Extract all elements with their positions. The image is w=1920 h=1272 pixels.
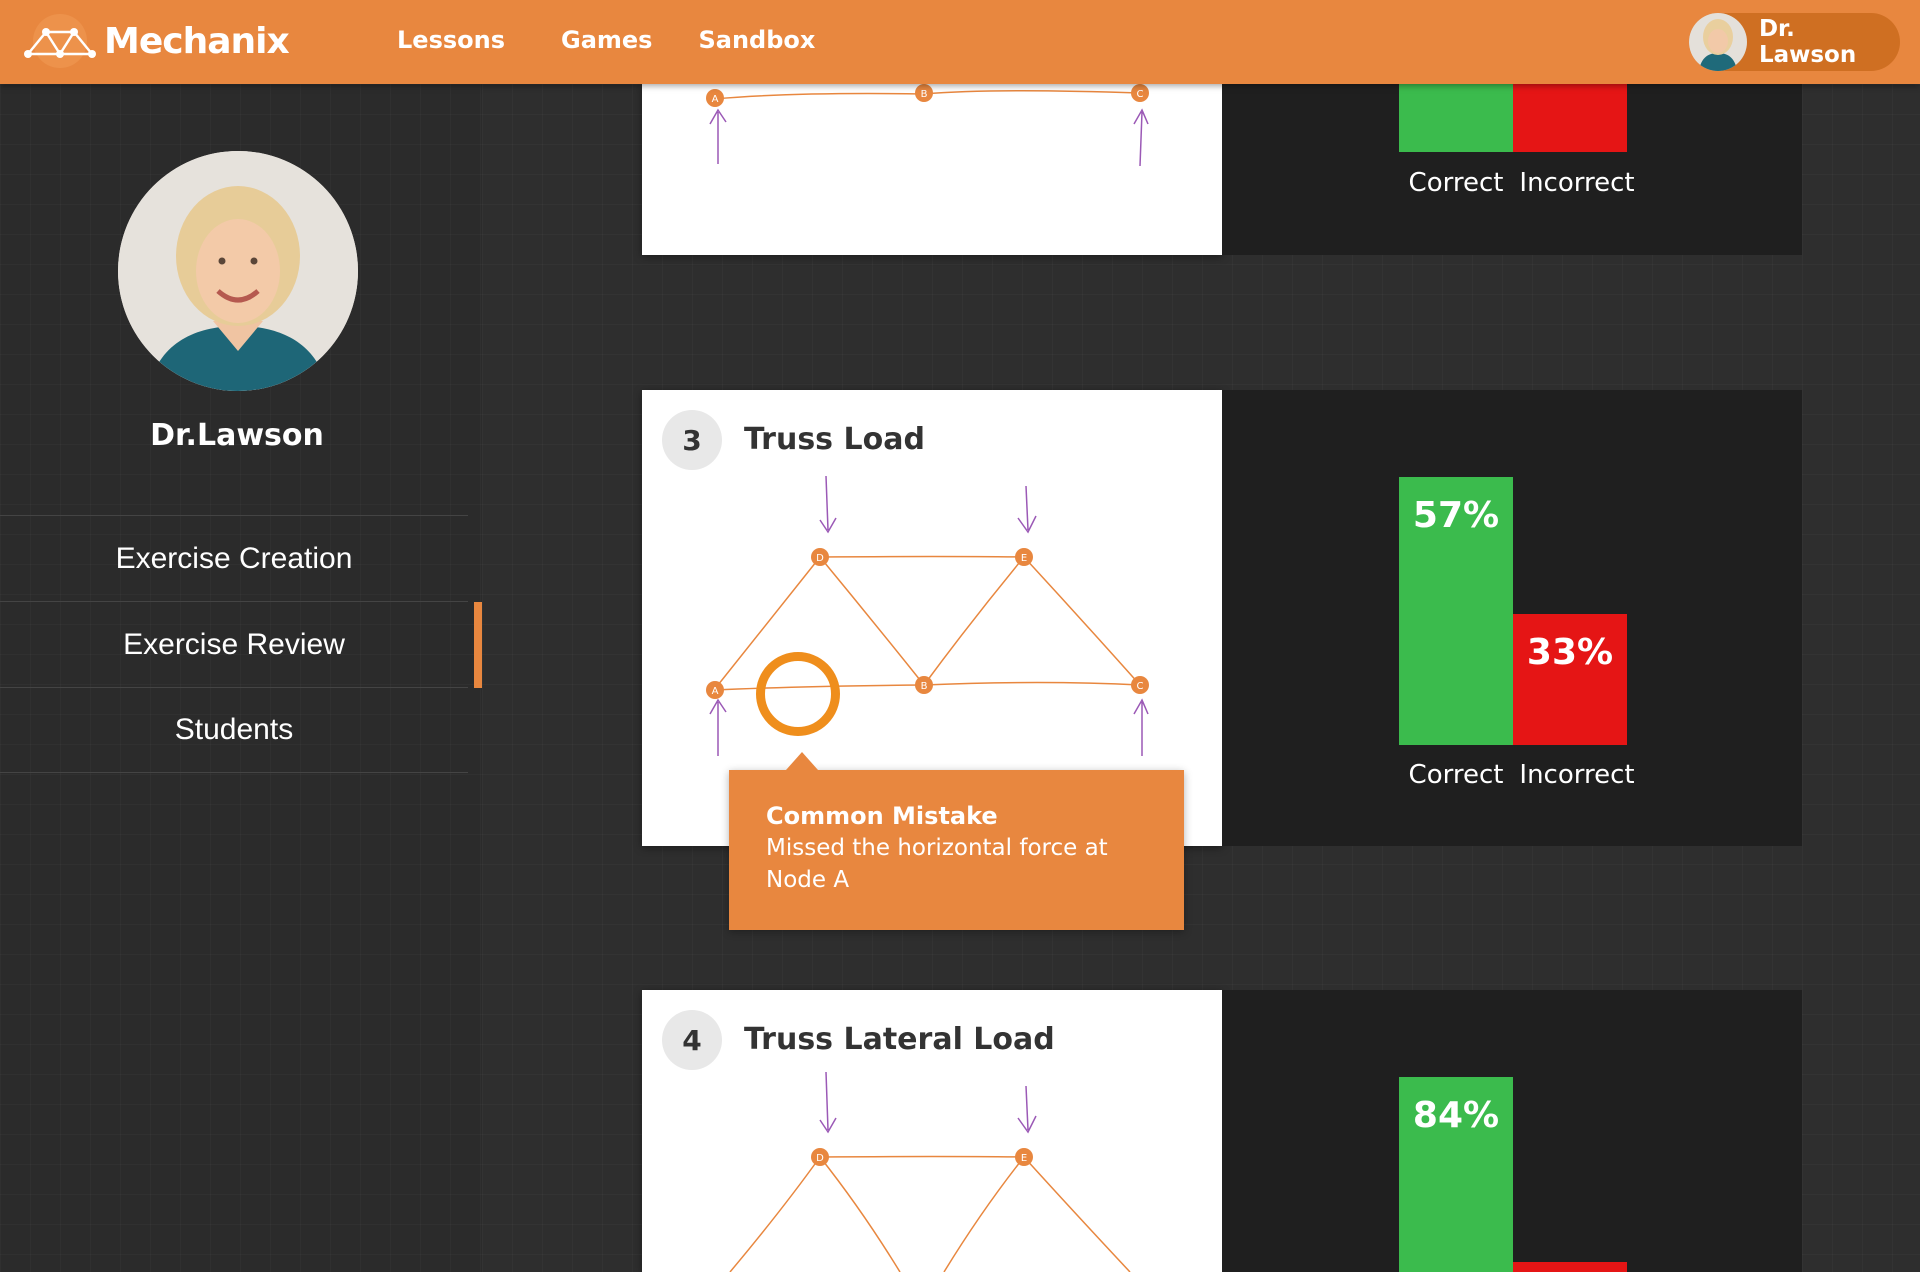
incorrect-label: Incorrect [1519, 168, 1635, 198]
truss-diagram: D E [729, 1071, 1131, 1272]
truss-node [811, 548, 829, 566]
callout-title: Common Mistake [766, 802, 998, 830]
incorrect-label: Incorrect [1519, 760, 1635, 790]
exercise-title: Truss Lateral Load [744, 1022, 1055, 1057]
user-name: Dr. Lawson [1758, 16, 1857, 68]
correct-bar: 57% [1399, 477, 1513, 745]
correct-percent: 84% [1412, 1095, 1500, 1136]
incorrect-percent: 33% [1526, 632, 1614, 673]
nav-lessons[interactable]: Lessons [397, 26, 505, 54]
main-nav: Lessons Games Sandbox [397, 26, 815, 54]
correct-label: Correct [1408, 760, 1504, 790]
callout-text: Missed the horizontal force at Node A [766, 835, 1108, 893]
correct-bar: 84% [1399, 1077, 1513, 1272]
sidebar-item-label: Exercise Review [123, 627, 345, 661]
correct-label: Correct [1408, 168, 1504, 198]
truss-diagram: A B C [706, 84, 1149, 167]
sidebar-item-exercise-creation[interactable]: Exercise Creation [0, 515, 468, 601]
truss-logo-icon [24, 14, 96, 68]
node-label: B [921, 89, 928, 100]
node-label: E [1021, 1153, 1027, 1164]
node-label: A [712, 94, 719, 105]
sidebar-item-label: Exercise Creation [115, 541, 353, 575]
sidebar-menu: Exercise Creation Exercise Review Studen… [0, 515, 484, 773]
profile-name: Dr.Lawson [150, 418, 324, 453]
avatar [1689, 13, 1747, 71]
incorrect-bar: 33% [1513, 614, 1627, 745]
incorrect-bar [1513, 1262, 1627, 1272]
sidebar: Dr.Lawson Exercise Creation Exercise Rev… [0, 84, 484, 1272]
node-label: D [816, 1153, 824, 1164]
node-label: C [1137, 681, 1144, 692]
truss-node [706, 89, 724, 107]
node-label: D [816, 553, 824, 564]
common-mistake-callout: Common Mistake Missed the horizontal for… [729, 752, 1184, 930]
node-label: C [1137, 89, 1144, 100]
truss-node [1131, 676, 1149, 694]
exercise-title: Truss Load [744, 422, 925, 457]
logo[interactable]: Mechanix [20, 14, 290, 68]
exercise-card[interactable]: 4 Truss Lateral Load D E [642, 990, 1222, 1272]
top-bar: Mechanix Lessons Games Sandbox Dr. Lawso… [0, 0, 1920, 84]
truss-node [915, 84, 933, 102]
node-label: B [921, 681, 928, 692]
exercise-stats: Correct Incorrect [1222, 84, 1802, 255]
truss-node [1015, 548, 1033, 566]
node-label: A [712, 686, 719, 697]
exercise-card[interactable]: A B C [642, 84, 1222, 255]
sidebar-item-students[interactable]: Students [0, 687, 468, 773]
nav-sandbox[interactable]: Sandbox [698, 26, 816, 54]
user-menu-button[interactable]: Dr. Lawson [1689, 13, 1900, 71]
truss-node [811, 1148, 829, 1166]
sidebar-item-label: Students [174, 713, 294, 746]
sidebar-item-exercise-review[interactable]: Exercise Review [0, 601, 484, 688]
truss-node [1131, 84, 1149, 102]
profile-avatar [118, 151, 358, 391]
avatar-portrait [1689, 13, 1747, 71]
profile-portrait [118, 151, 358, 391]
nav-games[interactable]: Games [561, 26, 653, 54]
truss-node [706, 681, 724, 699]
correct-bar [1399, 84, 1513, 152]
exercise-stats: 84% [1222, 990, 1802, 1272]
exercise-number: 3 [662, 410, 722, 470]
exercise-stats: 57% 33% Correct Incorrect [1222, 390, 1802, 846]
correct-percent: 57% [1412, 495, 1500, 536]
incorrect-bar [1513, 84, 1627, 152]
exercise-number: 4 [662, 1010, 722, 1070]
node-label: E [1021, 553, 1027, 564]
truss-node [915, 676, 933, 694]
mistake-highlight-ring [756, 652, 840, 736]
app-name: Mechanix [104, 20, 290, 62]
truss-node [1015, 1148, 1033, 1166]
truss-diagram: A B C D E [706, 475, 1149, 756]
